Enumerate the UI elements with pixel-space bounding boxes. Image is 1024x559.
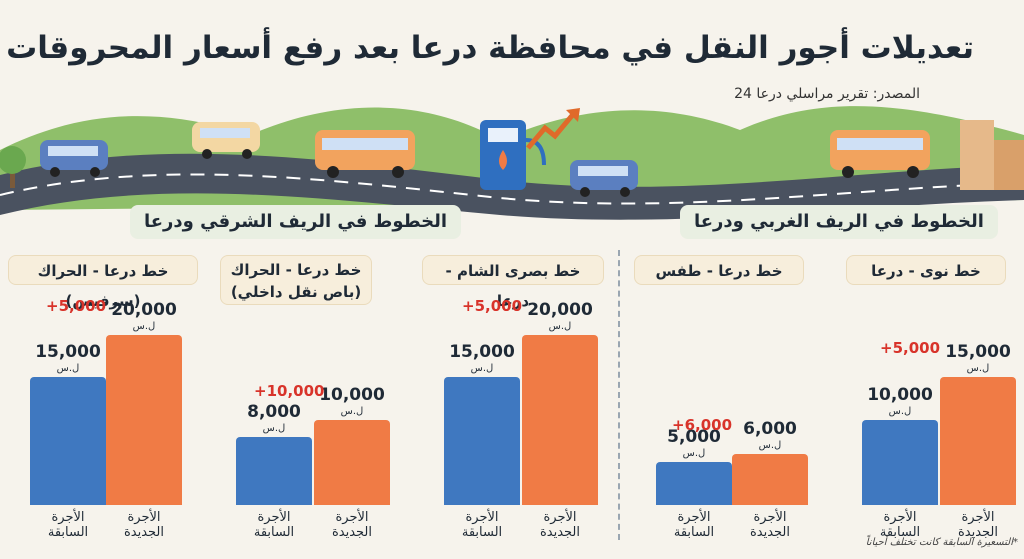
currency-label: ل.س (758, 440, 782, 451)
old-fare-bar (236, 437, 312, 505)
fare-value: 15,000 (945, 342, 1011, 362)
fare-value: 8,000 (247, 402, 301, 422)
tree-left (0, 146, 26, 188)
old-fare-label: الأجرة السابقة (47, 510, 89, 540)
fare-value: 6,000 (743, 419, 797, 439)
increase-label: +10,000 (254, 382, 325, 400)
new-fare-label: الأجرة الجديدة (957, 510, 999, 540)
route-title: خط درعا - طفس (634, 255, 804, 285)
fare-value: 5,000 (667, 427, 721, 447)
new-fare-bar (314, 420, 390, 505)
new-fare-label: الأجرة الجديدة (331, 510, 373, 540)
currency-label: ل.س (132, 321, 156, 332)
old-fare-bar (30, 377, 106, 505)
section-divider (618, 250, 620, 540)
route-title: خط بصرى الشام - درعا (422, 255, 604, 310)
route-title: خط نوى - درعا (846, 255, 1006, 285)
currency-label: ل.س (966, 363, 990, 374)
old-fare-bar (862, 420, 938, 505)
road-markings (0, 173, 1024, 205)
section-header-west: الخطوط في الريف الغربي ودرعا (680, 205, 998, 239)
currency-label: ل.س (56, 363, 80, 374)
fare-value: 10,000 (867, 385, 933, 405)
fare-value: 15,000 (449, 342, 515, 362)
currency-label: ل.س (888, 406, 912, 417)
rising-arrow (526, 108, 580, 150)
old-fare-label: الأجرة السابقة (461, 510, 503, 540)
increase-label: +5,000 (46, 297, 107, 315)
fuel-pump (480, 120, 546, 190)
currency-label: ل.س (548, 321, 572, 332)
old-fare-bar (656, 462, 732, 505)
route-title: خط درعا - الحراك (سرفيس) (8, 255, 198, 310)
increase-label: +5,000 (462, 297, 523, 315)
currency-label: ل.س (470, 363, 494, 374)
currency-label: ل.س (340, 406, 364, 417)
section-header-east: الخطوط في الريف الشرقي ودرعا (130, 205, 462, 239)
fare-value: 20,000 (527, 300, 593, 320)
old-fare-bar (444, 377, 520, 505)
buildings (960, 120, 1024, 190)
currency-label: ل.س (682, 448, 706, 459)
landscape-illustration (0, 106, 1024, 220)
old-fare-label: الأجرة السابقة (253, 510, 295, 540)
bus-2 (830, 130, 930, 178)
source-line: المصدر: تقرير مراسلي درعا 24 (734, 86, 920, 102)
minibus-1 (40, 140, 108, 177)
new-fare-label: الأجرة الجديدة (123, 510, 165, 540)
increase-label: +6,000 (672, 416, 733, 434)
footnote: *التسعيرة السابقة كانت تختلف أحياناً (865, 537, 1018, 548)
new-fare-bar (732, 454, 808, 505)
minibus-3 (570, 160, 638, 197)
new-fare-label: الأجرة الجديدة (539, 510, 581, 540)
minibus-2 (192, 122, 260, 159)
old-fare-label: الأجرة السابقة (879, 510, 921, 540)
bus-1 (315, 130, 415, 178)
new-fare-label: الأجرة الجديدة (749, 510, 791, 540)
fare-value: 20,000 (111, 300, 177, 320)
currency-label: ل.س (262, 423, 286, 434)
new-fare-bar (106, 335, 182, 505)
route-title: خط درعا - الحراك (باص نقل داخلي) (220, 255, 372, 305)
new-fare-bar (522, 335, 598, 505)
new-fare-bar (940, 377, 1016, 505)
increase-label: +5,000 (880, 339, 941, 357)
page-title: تعديلات أجور النقل في محافظة درعا بعد رف… (6, 30, 974, 66)
fare-value: 10,000 (319, 385, 385, 405)
fare-value: 15,000 (35, 342, 101, 362)
old-fare-label: الأجرة السابقة (673, 510, 715, 540)
